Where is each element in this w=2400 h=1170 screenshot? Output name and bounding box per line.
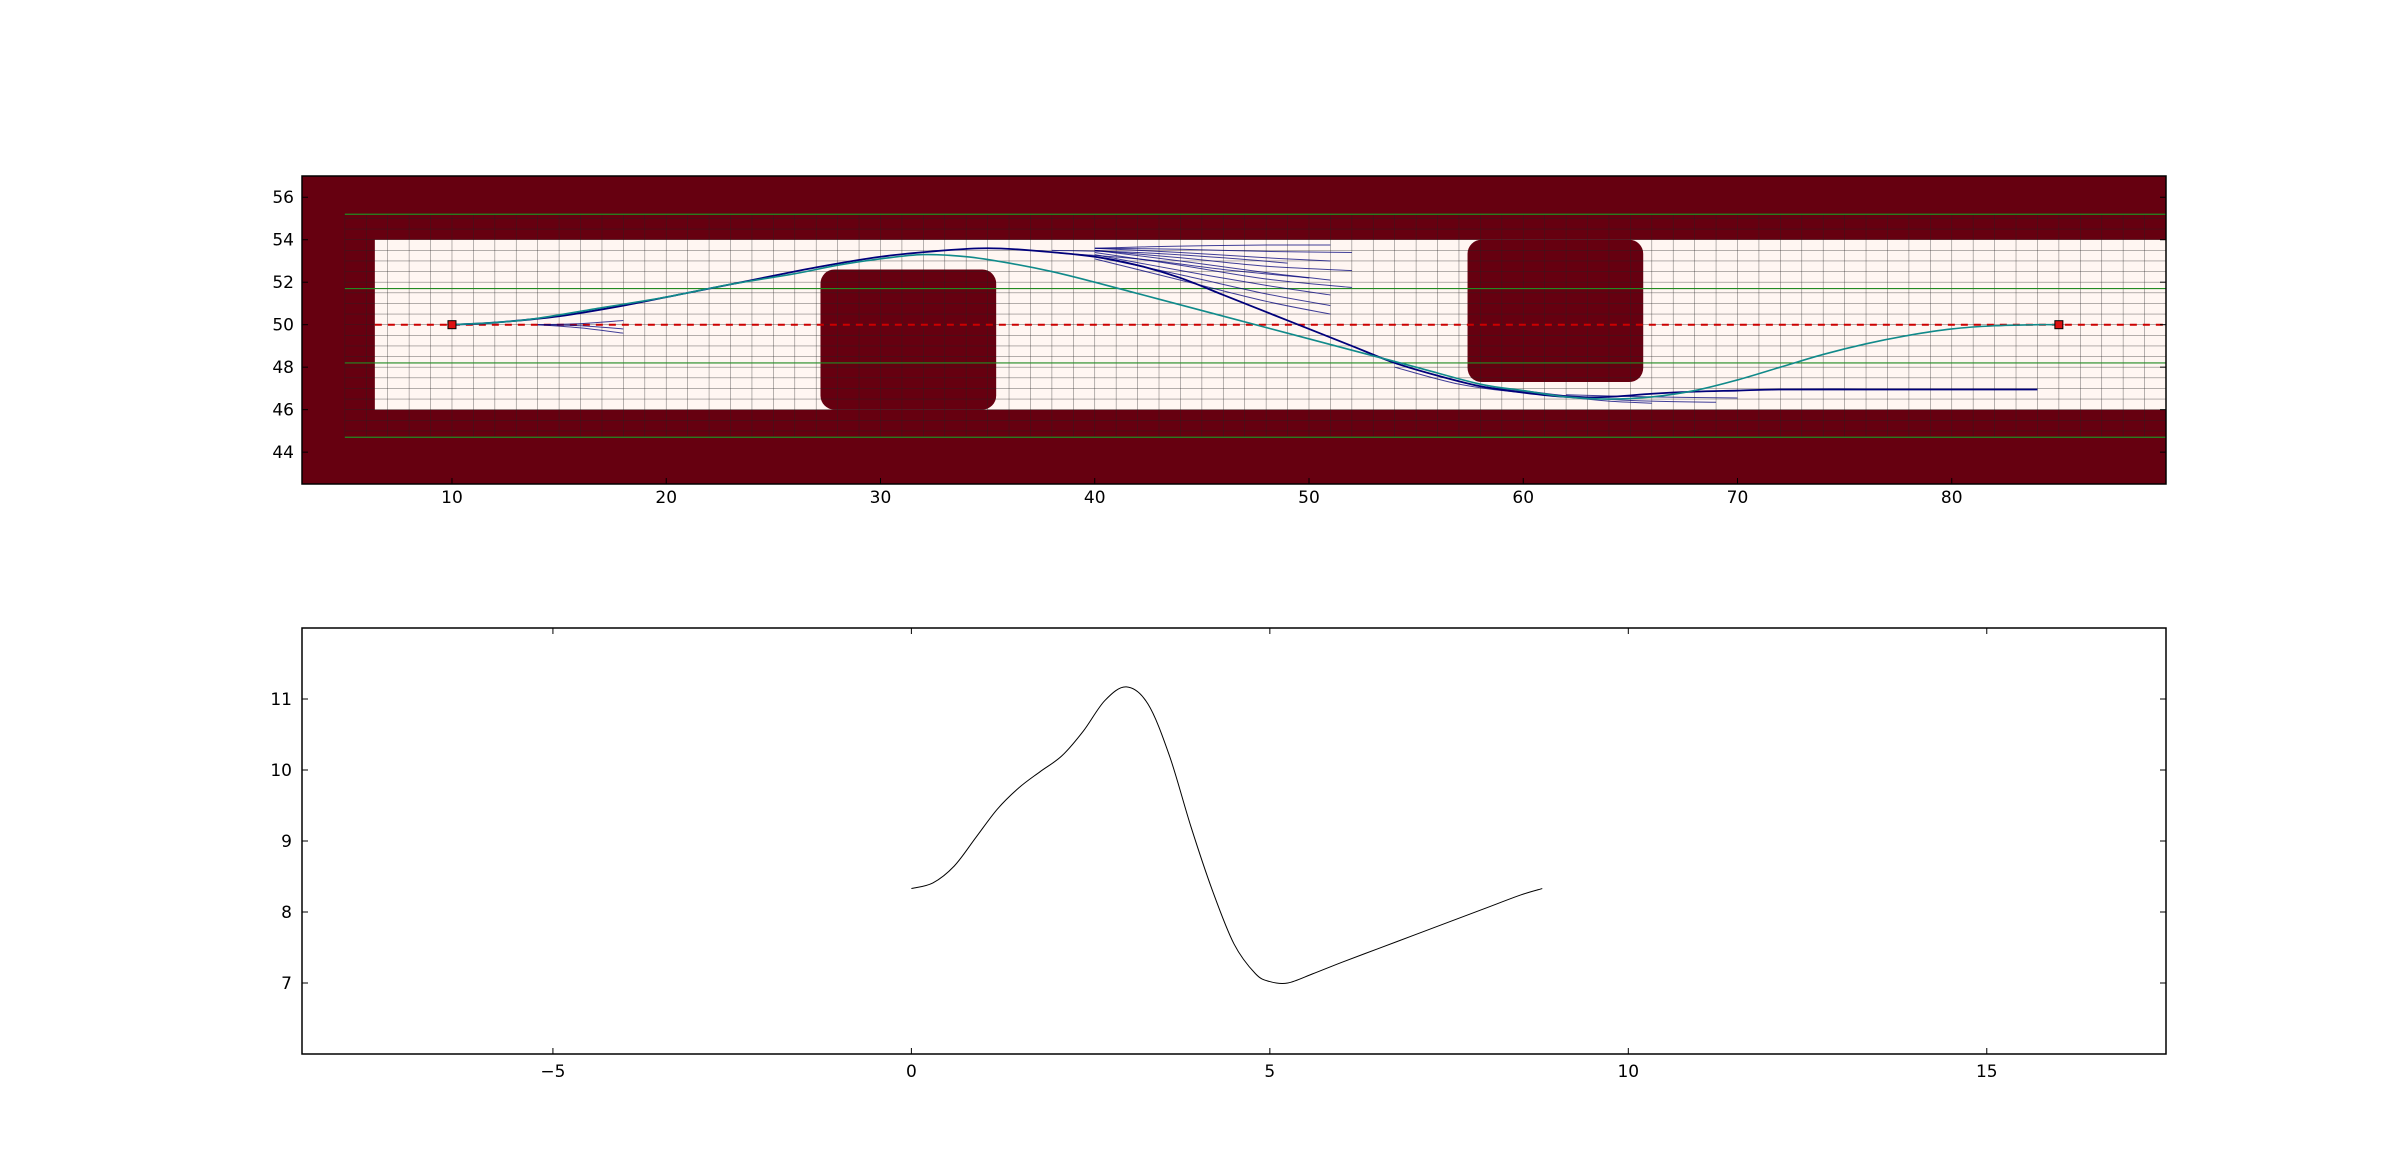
- x-tick-label: 10: [441, 488, 463, 508]
- start-marker: [447, 320, 457, 330]
- candidate-trajectory: [1094, 249, 1352, 272]
- x-tick-label: 20: [655, 488, 677, 508]
- x-tick-label: 5: [1264, 1062, 1275, 1082]
- x-tick-label: 60: [1512, 488, 1534, 508]
- candidate-trajectory: [1094, 247, 1352, 253]
- x-tick-label: 70: [1727, 488, 1749, 508]
- y-tick-label: 9: [281, 832, 292, 852]
- y-tick-label: 8: [281, 903, 292, 923]
- y-tick-label: 54: [272, 231, 294, 251]
- profile-ticks: −5 0 5 10 15 7 8 9 10 11: [270, 628, 2166, 1082]
- x-tick-label: 0: [906, 1062, 917, 1082]
- candidate-trajectory: [1394, 366, 1588, 398]
- candidate-trajectory: [537, 319, 624, 326]
- y-tick-label: 7: [281, 974, 292, 994]
- occupancy-map-axes: 10 20 30 40 50 60 70 80 44 46 48 50 52 54 56: [272, 175, 2167, 508]
- profile-series-line: [911, 686, 1543, 985]
- x-tick-label: −5: [540, 1062, 565, 1082]
- x-tick-label: 50: [1298, 488, 1320, 508]
- candidate-trajectory: [1051, 249, 1288, 264]
- obstacle-1: [820, 269, 997, 410]
- x-tick-label: 15: [1976, 1062, 1998, 1082]
- x-tick-label: 80: [1941, 488, 1963, 508]
- map-content: [344, 213, 2166, 438]
- candidate-trajectory: [1523, 390, 1717, 403]
- selected-path: [451, 253, 2059, 400]
- y-tick-label: 10: [270, 761, 292, 781]
- x-tick-label: 10: [1617, 1062, 1639, 1082]
- goal-marker: [2054, 320, 2064, 330]
- profile-axes: −5 0 5 10 15 7 8 9 10 11: [270, 627, 2167, 1082]
- y-tick-label: 52: [272, 273, 294, 293]
- y-tick-label: 11: [270, 690, 292, 710]
- y-tick-label: 44: [272, 443, 294, 463]
- y-tick-label: 56: [272, 188, 294, 208]
- x-tick-label: 30: [870, 488, 892, 508]
- y-tick-label: 46: [272, 401, 294, 421]
- obstacle-2: [1467, 239, 1644, 383]
- map-ticks: 10 20 30 40 50 60 70 80 44 46 48 50 52 54 56: [272, 188, 2166, 508]
- y-tick-label: 48: [272, 358, 294, 378]
- candidate-trajectory: [1094, 258, 1331, 315]
- x-tick-label: 40: [1084, 488, 1106, 508]
- candidate-trajectory: [1094, 244, 1331, 249]
- candidate-trajectory: [1094, 254, 1331, 296]
- candidate-trajectory: [1051, 251, 1310, 279]
- candidate-trajectory: [1094, 247, 1331, 262]
- y-tick-label: 50: [272, 316, 294, 336]
- profile-frame: [301, 627, 2167, 1055]
- map-frame: [301, 175, 2167, 485]
